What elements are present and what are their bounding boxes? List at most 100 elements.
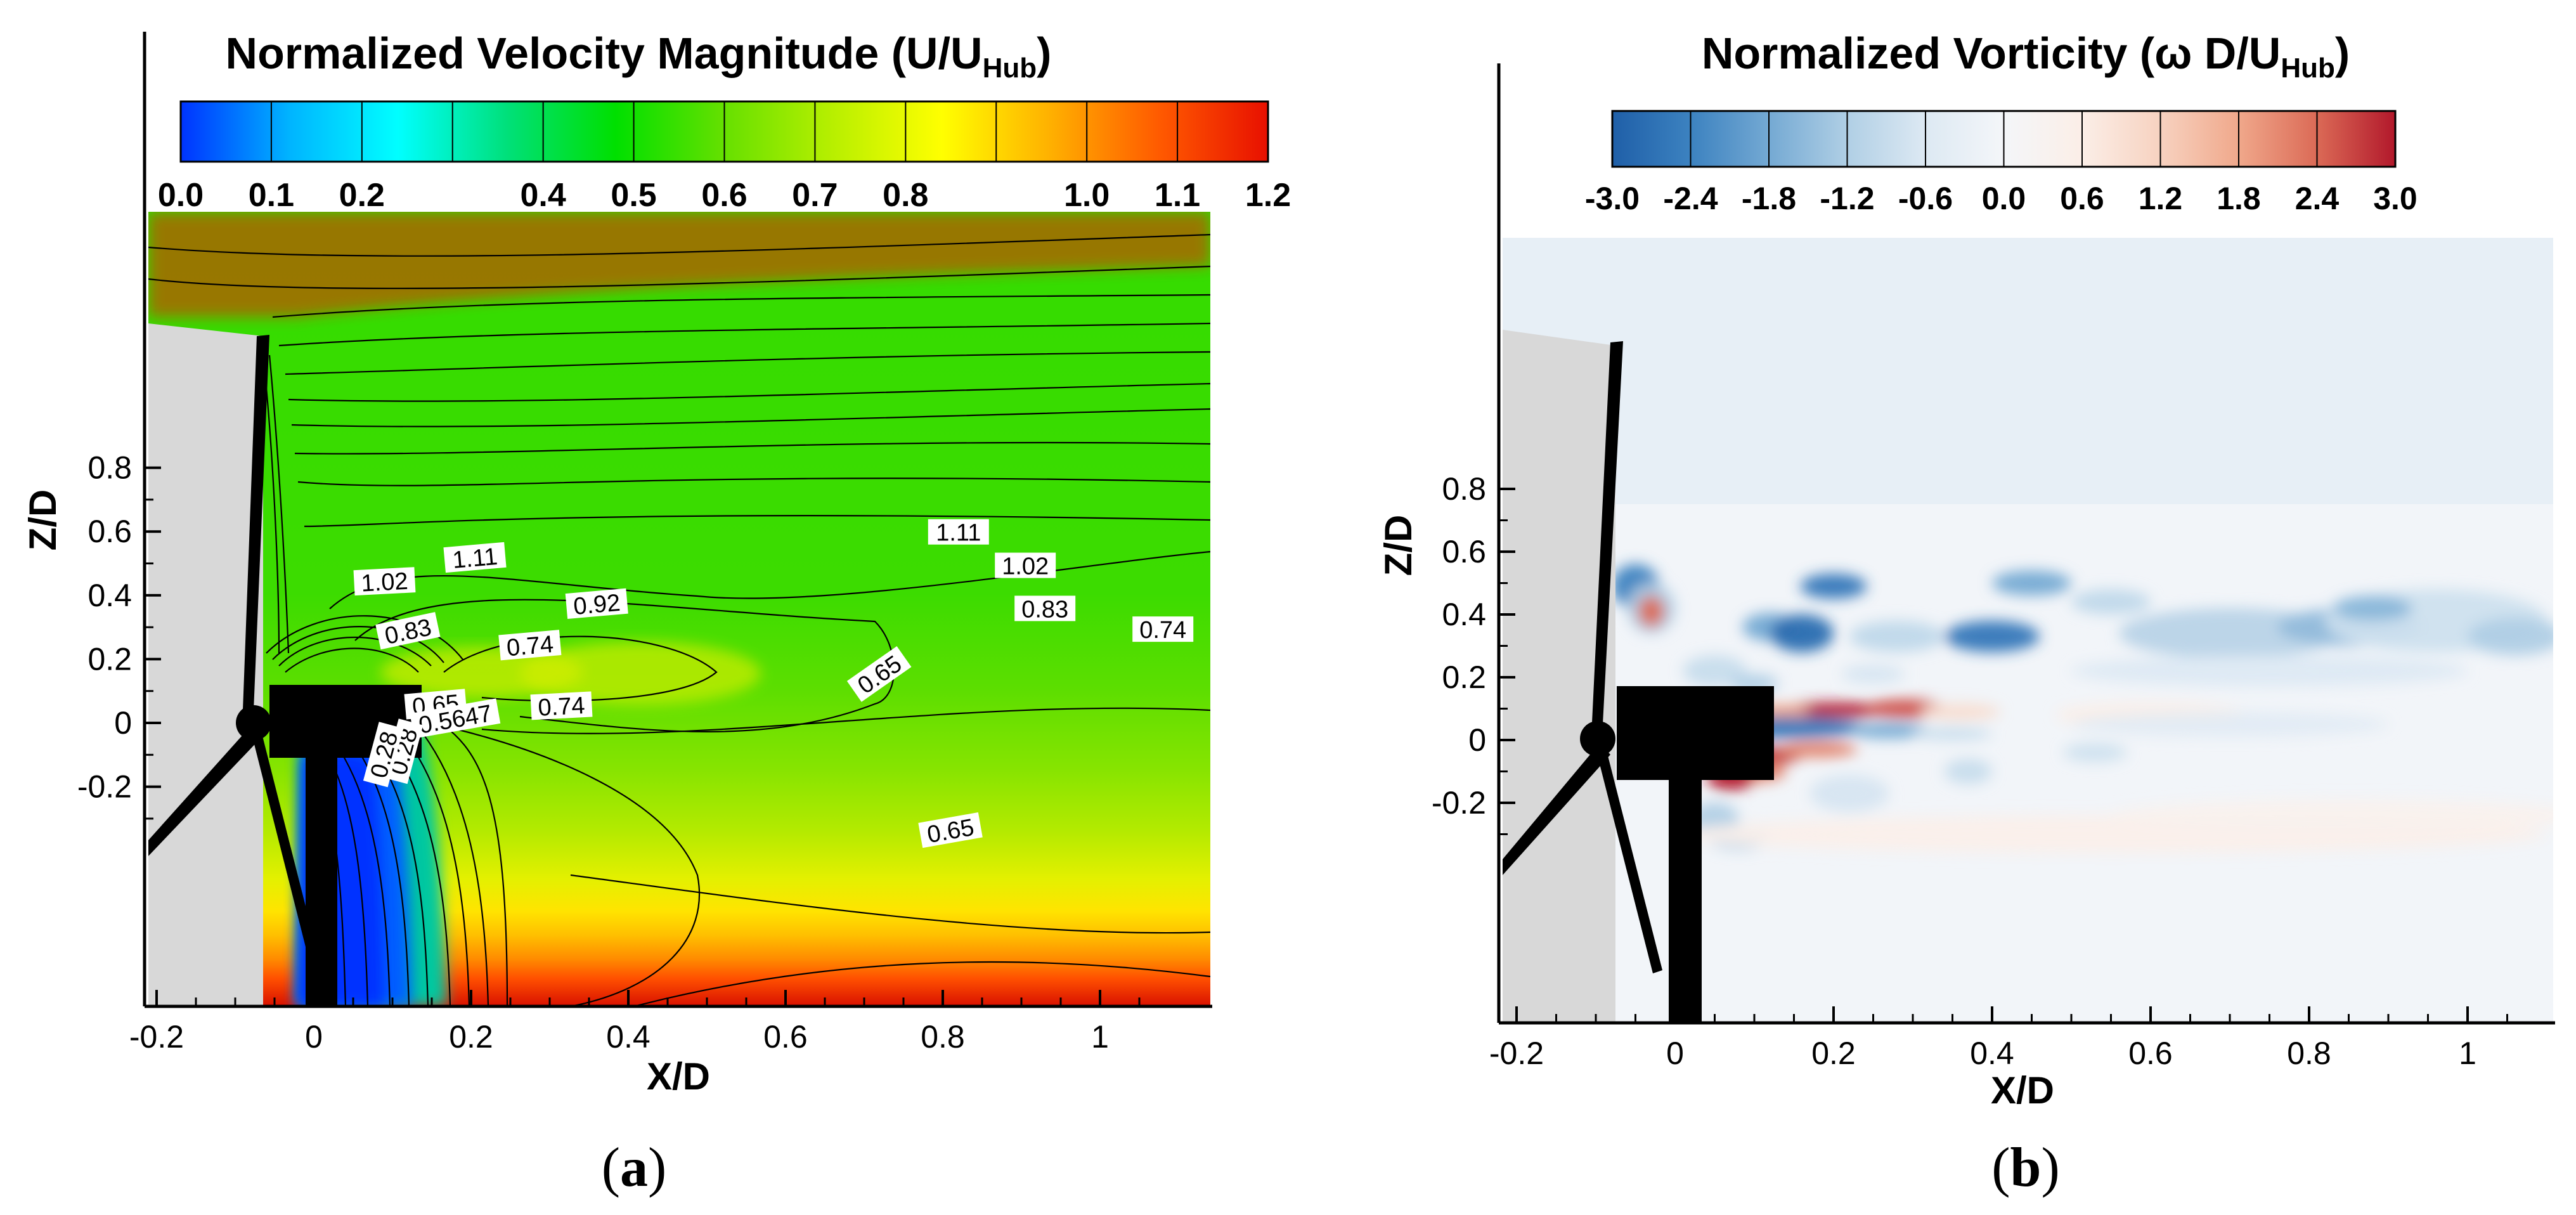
vortex-structure: [1849, 722, 1929, 739]
vortex-structure: [1920, 704, 2000, 720]
contour-label: 1.11: [928, 519, 989, 547]
velocity-title-text: Normalized Velocity Magnitude (U/U: [226, 29, 983, 78]
vorticity-colorbar-tick-label: 2.4: [2295, 181, 2340, 216]
vorticity-turbine-blade-up: [1591, 341, 1623, 736]
velocity-chart-title: Normalized Velocity Magnitude (U/UHub): [226, 29, 1052, 84]
contour-label-background: [1014, 595, 1076, 621]
contour-label-background: [565, 588, 628, 620]
contour-label: 0.74: [530, 691, 593, 722]
velocity-colorbar-tick-label: 0.1: [249, 177, 294, 214]
vorticity-turbine: [1503, 341, 1774, 1023]
panel-a-caption-letter: a: [620, 1137, 648, 1199]
contour-label: 1.11: [443, 542, 507, 574]
vorticity-y-tick-label: -0.2: [1432, 785, 1486, 821]
velocity-colorbar-tick-label: 0.0: [158, 177, 204, 214]
velocity-contour-labels: 1.111.111.021.020.92 0.830.83 0.740.740.65…: [353, 519, 1194, 848]
velocity-y-tick-label: -0.2: [77, 769, 132, 805]
vorticity-x-tick-label: 1: [2459, 1036, 2476, 1071]
contour-label-text: 0.92: [573, 590, 621, 620]
velocity-title-close: ): [1037, 29, 1051, 78]
vorticity-y-tick-label: 0.6: [1442, 534, 1486, 569]
vorticity-colorbar-tick-label: -1.8: [1742, 181, 1796, 216]
vorticity-turbine-hub: [1580, 721, 1615, 757]
velocity-x-axis-label: X/D: [647, 1055, 710, 1098]
vorticity-x-tick-label: 0: [1666, 1036, 1684, 1071]
vorticity-turbine-blade-down-right: [1596, 748, 1662, 973]
velocity-panel: Normalized Velocity Magnitude (U/UHub) 0…: [22, 29, 1291, 1199]
velocity-hub-jet-core: [380, 647, 583, 698]
vortex-structure: [1800, 573, 1867, 599]
vorticity-x-tick-label: 0.2: [1811, 1036, 1856, 1071]
velocity-colorbar-tick-label: 0.7: [792, 177, 838, 214]
vorticity-y-axis-label: Z/D: [1377, 515, 1420, 576]
velocity-colorbar-tick-label: 0.2: [339, 177, 385, 214]
contour-label-background: [353, 567, 416, 596]
velocity-x-tick-label: 0.8: [921, 1019, 965, 1055]
contour-label-background: [530, 691, 593, 720]
vortex-structure: [1638, 595, 1665, 627]
vortex-structure: [1913, 727, 1992, 740]
vorticity-title-text: Normalized Vorticity (ω D/U: [1702, 29, 2281, 78]
contour-label: 1.02: [995, 552, 1056, 580]
vortex-structure: [2333, 595, 2412, 621]
vorticity-colorbar-tick-label: 1.8: [2217, 181, 2261, 216]
panel-b-caption-open: (: [1991, 1137, 2010, 1199]
vorticity-colorbar-tick-label: 1.2: [2139, 181, 2183, 216]
vortex-structure: [2071, 711, 2388, 737]
vorticity-plot-area: [1503, 238, 2553, 1023]
contour-label-background: [918, 812, 983, 848]
contour-label-background: [363, 722, 404, 788]
vorticity-colorbar-tick-label: 0.0: [1982, 181, 2026, 216]
velocity-colorbar-tick-label: 1.1: [1155, 177, 1200, 214]
velocity-x-tick-label: 0.2: [449, 1019, 493, 1055]
velocity-y-tick-label: 0: [114, 705, 132, 741]
velocity-axis-ticks: -0.2 0 0.2 0.4 0.6 0.8 -0.2 0 0.2 0.4 0.6 0.8 1: [77, 450, 1141, 1055]
velocity-hub-jet: [520, 642, 761, 705]
velocity-colorbar-tick-label: 0.5: [611, 177, 656, 214]
vortex-structure: [1992, 570, 2071, 596]
vorticity-turbine-blade-down-left: [1503, 743, 1610, 875]
contour-label-text: 0.74: [538, 692, 586, 722]
vorticity-turbine-tower: [1669, 780, 1702, 1023]
velocity-x-tick-label: 0: [305, 1019, 323, 1055]
vorticity-x-tick-label: 0.8: [2287, 1036, 2331, 1071]
vortex-structure: [2071, 589, 2151, 614]
velocity-colorbar-tick-label: 0.8: [883, 177, 928, 214]
contour-label: 0.92: [565, 588, 628, 620]
contour-label: 1.02: [353, 567, 416, 597]
vortex-structure: [1770, 614, 1834, 653]
velocity-colorbar: 0.0 0.1 0.2 0.4 0.5 0.6 0.7 0.8 1.0 1.1 1.2: [158, 100, 1291, 214]
vorticity-colorbar-tick-label: 3.0: [2373, 181, 2417, 216]
vorticity-y-tick-label: 0: [1468, 722, 1486, 758]
vorticity-axis-ticks: -0.2 0 0.2 0.4 0.6 0.8 -0.2 0 0.2 0.4 0.6 0.8 1: [1432, 471, 2508, 1071]
contour-label-background: [443, 542, 507, 573]
contour-label-background: [410, 698, 501, 739]
vorticity-x-tick-label: -0.2: [1489, 1036, 1544, 1071]
contour-label-background: [498, 630, 562, 661]
vortex-structure: [1849, 620, 1945, 653]
contour-label: 0.74: [498, 630, 562, 661]
vortex-structure: [2111, 800, 2553, 831]
panel-a-caption-close: ): [648, 1137, 666, 1199]
vortex-structure: [1945, 758, 1992, 784]
vorticity-title-close: ): [2335, 29, 2350, 78]
velocity-turbine-tower: [306, 758, 337, 1006]
velocity-turbine-blade-down-left: [148, 724, 263, 856]
contour-label-text: 1.02: [361, 568, 409, 597]
velocity-x-tick-label: -0.2: [129, 1019, 184, 1055]
vortex-structure: [1683, 655, 1747, 687]
contour-label-background: [375, 612, 441, 650]
vortex-structure: [2071, 655, 2468, 687]
contour-label-text: 0.74: [505, 631, 554, 661]
velocity-y-tick-label: 0.8: [87, 450, 132, 486]
vorticity-x-tick-label: 0.4: [1970, 1036, 2014, 1071]
vorticity-upper-wash: [1503, 238, 2553, 504]
contour-label-background: [928, 519, 989, 545]
vorticity-y-tick-label: 0.8: [1442, 471, 1486, 507]
vorticity-colorbar-tick-label: -2.4: [1663, 181, 1718, 216]
vorticity-y-tick-label: 0.4: [1442, 597, 1486, 632]
vortex-structure: [1778, 741, 1858, 758]
vortex-structure: [2468, 617, 2553, 656]
velocity-no-data-region: [148, 323, 263, 1006]
